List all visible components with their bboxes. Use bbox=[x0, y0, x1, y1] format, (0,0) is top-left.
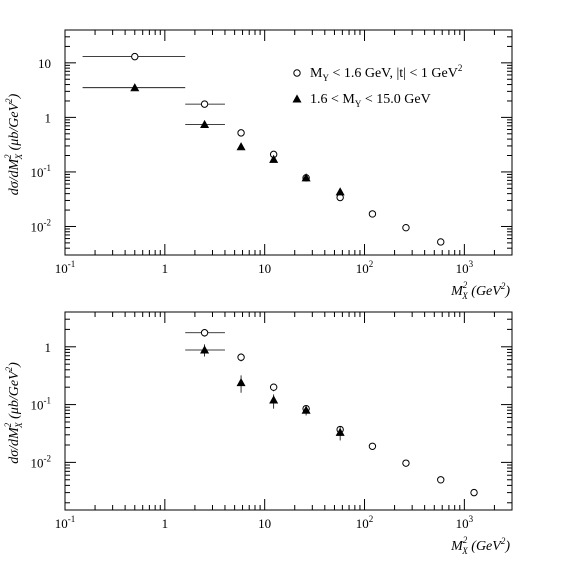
x-axis-label: M2 X (GeV2) bbox=[450, 280, 510, 301]
data-point bbox=[200, 119, 210, 129]
data-point bbox=[470, 488, 478, 497]
bottom-panel: 10-1 1 10 102 103 10-2 10-1 1 M2 X (GeV2) dσ/dM2X … bbox=[3, 311, 513, 556]
y-tick-label: 10-1 bbox=[31, 396, 52, 413]
data-point bbox=[368, 442, 377, 450]
data-point bbox=[200, 345, 210, 354]
top-panel: 10-1 1 10 102 103 10-2 10-1 1 10 M2 X (GeV2) dσ/dM2… bbox=[3, 29, 513, 301]
data-point bbox=[269, 383, 278, 391]
x-tick-label: 10-1 bbox=[55, 259, 76, 276]
x-tick-label: 1 bbox=[162, 261, 169, 276]
data-point bbox=[368, 210, 377, 218]
data-point bbox=[269, 395, 279, 404]
data-point bbox=[437, 476, 445, 484]
x-tick-label: 102 bbox=[356, 259, 374, 276]
circle-series bbox=[185, 329, 478, 497]
plot-frame bbox=[64, 29, 513, 256]
data-point bbox=[236, 142, 246, 151]
triangle-series bbox=[185, 344, 345, 441]
x-tick-label: 10 bbox=[258, 261, 271, 276]
x-tick-label: 10 bbox=[258, 516, 271, 531]
data-point bbox=[130, 83, 140, 92]
y-tick-label: 10-2 bbox=[31, 453, 52, 470]
x-tick-label: 1 bbox=[162, 516, 169, 531]
y-tick-label: 10-1 bbox=[31, 163, 52, 180]
data-point bbox=[269, 154, 279, 163]
data-point bbox=[437, 238, 445, 246]
data-point bbox=[236, 377, 246, 387]
y-tick-label: 1 bbox=[45, 340, 52, 355]
y-tick-label: 10 bbox=[38, 56, 51, 71]
data-point bbox=[237, 129, 245, 137]
legend-entry: MY < 1.6 GeV, |t| < 1 GeV2 bbox=[310, 63, 462, 83]
data-point bbox=[237, 353, 245, 361]
data-point bbox=[335, 427, 345, 436]
x-tick-label: 102 bbox=[356, 514, 374, 531]
x-axis-label: M2 X (GeV2) bbox=[450, 535, 510, 556]
x-tick-label: 10-1 bbox=[55, 514, 76, 531]
data-point bbox=[200, 100, 209, 108]
legend: MY < 1.6 GeV, |t| < 1 GeV2 1.6 < MY < 15.… bbox=[292, 63, 462, 109]
data-point bbox=[301, 173, 311, 182]
plot-frame bbox=[64, 311, 513, 511]
y-tick-label: 10-2 bbox=[31, 217, 52, 234]
x-tick-label: 103 bbox=[456, 514, 474, 531]
data-point bbox=[402, 459, 410, 467]
legend-marker bbox=[293, 69, 301, 77]
circle-series bbox=[82, 52, 445, 246]
data-point bbox=[402, 223, 410, 232]
x-tick-label: 103 bbox=[456, 259, 474, 276]
data-point bbox=[335, 187, 345, 196]
legend-marker bbox=[292, 94, 302, 103]
y-axis-label: dσ/dM2X (μb/GeV2) bbox=[3, 362, 24, 464]
data-point bbox=[301, 405, 311, 414]
triangle-series bbox=[82, 83, 345, 196]
legend-entry: 1.6 < MY < 15.0 GeV bbox=[310, 92, 431, 109]
data-point bbox=[131, 52, 139, 61]
y-tick-label: 1 bbox=[45, 110, 52, 125]
data-point bbox=[200, 329, 209, 337]
y-axis-label: dσ/dM2X (μb/GeV2) bbox=[3, 93, 24, 195]
